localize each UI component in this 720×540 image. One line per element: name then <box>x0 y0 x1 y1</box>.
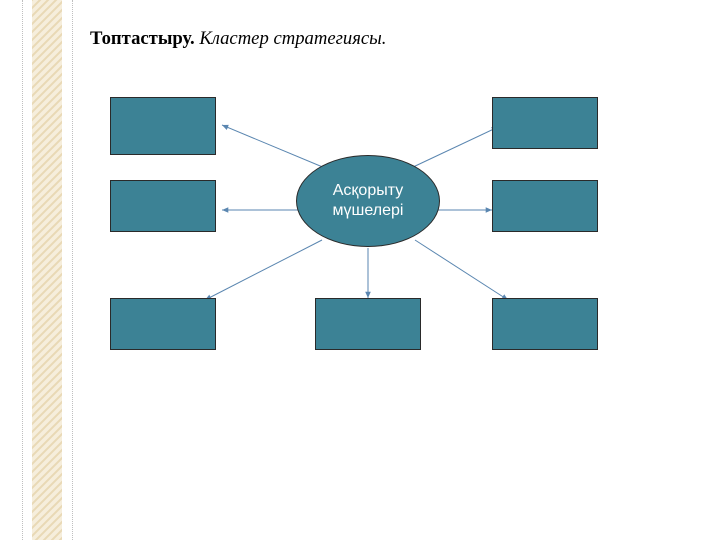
decorative-sidebar <box>32 0 62 540</box>
cluster-center: Асқорыту мүшелері <box>296 155 440 247</box>
guide-line <box>22 0 23 540</box>
arrow <box>205 240 322 300</box>
cluster-node-r5 <box>492 97 598 149</box>
cluster-node-r6 <box>492 180 598 232</box>
title-italic: Кластер стратегиясы. <box>195 28 387 49</box>
connector-arrows <box>0 0 720 540</box>
cluster-node-r4 <box>315 298 421 350</box>
cluster-center-label: Асқорыту мүшелері <box>297 181 439 221</box>
arrow <box>415 240 508 300</box>
arrow <box>411 127 498 168</box>
arrow <box>222 125 325 168</box>
guide-line <box>72 0 73 540</box>
cluster-node-r2 <box>110 180 216 232</box>
slide-canvas: Топтастыру. Кластер стратегиясы. Асқорыту… <box>0 0 720 540</box>
title-bold: Топтастыру. <box>90 28 195 49</box>
slide-title: Топтастыру. Кластер стратегиясы. <box>90 28 386 50</box>
cluster-node-r7 <box>492 298 598 350</box>
cluster-node-r1 <box>110 97 216 155</box>
cluster-node-r3 <box>110 298 216 350</box>
